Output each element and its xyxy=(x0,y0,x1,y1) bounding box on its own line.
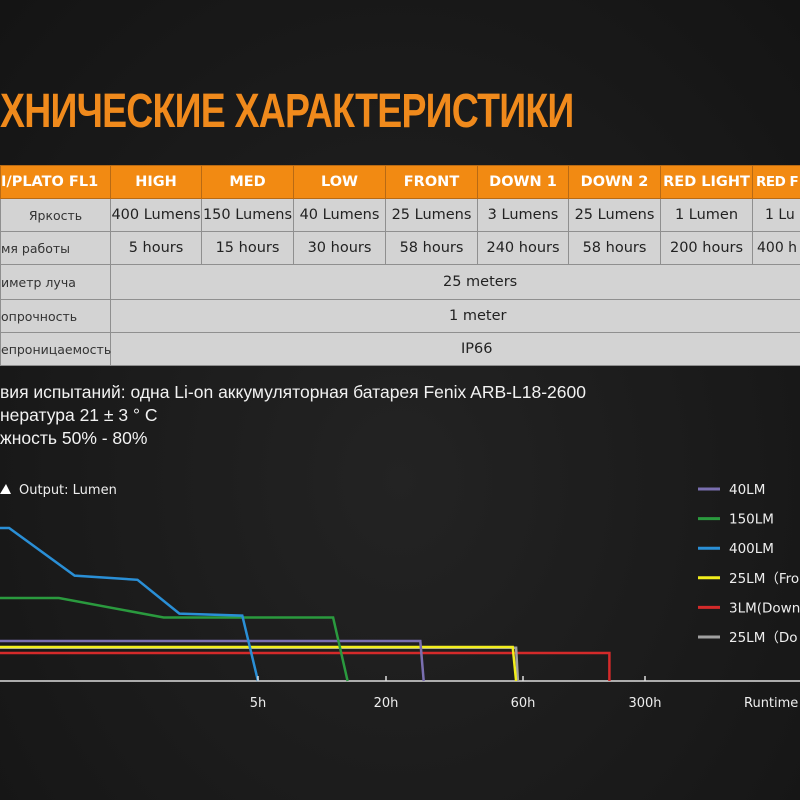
legend-label: 25LM（Do xyxy=(729,630,798,646)
legend-label: 3LM(Down xyxy=(729,600,800,616)
spec-table: I/PLATO FL1 HIGH MED LOW FRONT DOWN 1 DO… xyxy=(0,165,800,366)
table-cell: 40 Lumens xyxy=(293,198,386,232)
table-cell: 1 meter xyxy=(110,299,800,333)
legend-label: 400LM xyxy=(729,541,774,557)
row-label: опрочность xyxy=(0,299,111,333)
header-high: HIGH xyxy=(110,165,202,199)
x-tick-label: 5h xyxy=(250,696,267,711)
table-row: епроницаемость IP66 xyxy=(0,332,800,366)
header-down1: DOWN 1 xyxy=(477,165,569,199)
table-cell: 1 Lu xyxy=(752,198,800,232)
page-title: ХНИЧЕСКИЕ ХАРАКТЕРИСТИКИ xyxy=(0,85,574,138)
series-line-3 xyxy=(0,645,518,682)
table-row: иметр луча 25 meters xyxy=(0,264,800,300)
row-label: епроницаемость xyxy=(0,332,111,366)
header-red-light: RED LIGHT xyxy=(660,165,753,199)
header-low: LOW xyxy=(293,165,386,199)
table-cell: 15 hours xyxy=(201,231,294,265)
x-tick-label: 60h xyxy=(511,696,536,711)
table-cell: 1 Lumen xyxy=(660,198,753,232)
table-cell: 58 hours xyxy=(568,231,661,265)
test-conditions: вия испытаний: одна Li-on аккумуляторная… xyxy=(0,381,586,450)
series-line-0 xyxy=(0,639,425,682)
x-tick-label: 20h xyxy=(374,696,399,711)
note-line: нература 21 ± 3 ° C xyxy=(0,405,158,425)
header-model: I/PLATO FL1 xyxy=(0,165,111,199)
table-cell: 25 meters xyxy=(110,264,800,300)
table-header-row: I/PLATO FL1 HIGH MED LOW FRONT DOWN 1 DO… xyxy=(0,165,800,199)
header-front: FRONT xyxy=(385,165,478,199)
table-row: опрочность 1 meter xyxy=(0,299,800,333)
y-axis-arrow-icon xyxy=(0,484,11,494)
series-line-2 xyxy=(0,526,260,682)
table-cell: 200 hours xyxy=(660,231,753,265)
legend-label: 25LM（Fro xyxy=(729,571,799,587)
header-down2: DOWN 2 xyxy=(568,165,661,199)
x-axis-label: Runtime xyxy=(744,696,798,711)
legend-label: 40LM xyxy=(729,482,765,498)
note-line: жность 50% - 80% xyxy=(0,428,148,448)
series-line-4 xyxy=(0,651,611,681)
table-cell: 400 Lumens xyxy=(110,198,202,232)
table-cell: IP66 xyxy=(110,332,800,366)
header-red-f: RED F xyxy=(752,165,800,199)
table-row: Яркость 400 Lumens 150 Lumens 40 Lumens … xyxy=(0,198,800,232)
table-cell: 400 h xyxy=(752,231,800,265)
x-tick-label: 300h xyxy=(628,696,661,711)
note-line: вия испытаний: одна Li-on аккумуляторная… xyxy=(0,382,586,402)
row-label: Яркость xyxy=(0,198,111,232)
y-axis-label: Output: Lumen xyxy=(19,483,117,498)
row-label: мя работы xyxy=(0,231,111,265)
legend-label: 150LM xyxy=(729,512,774,528)
table-cell: 150 Lumens xyxy=(201,198,294,232)
table-cell: 25 Lumens xyxy=(568,198,661,232)
series-line-1 xyxy=(0,596,349,682)
